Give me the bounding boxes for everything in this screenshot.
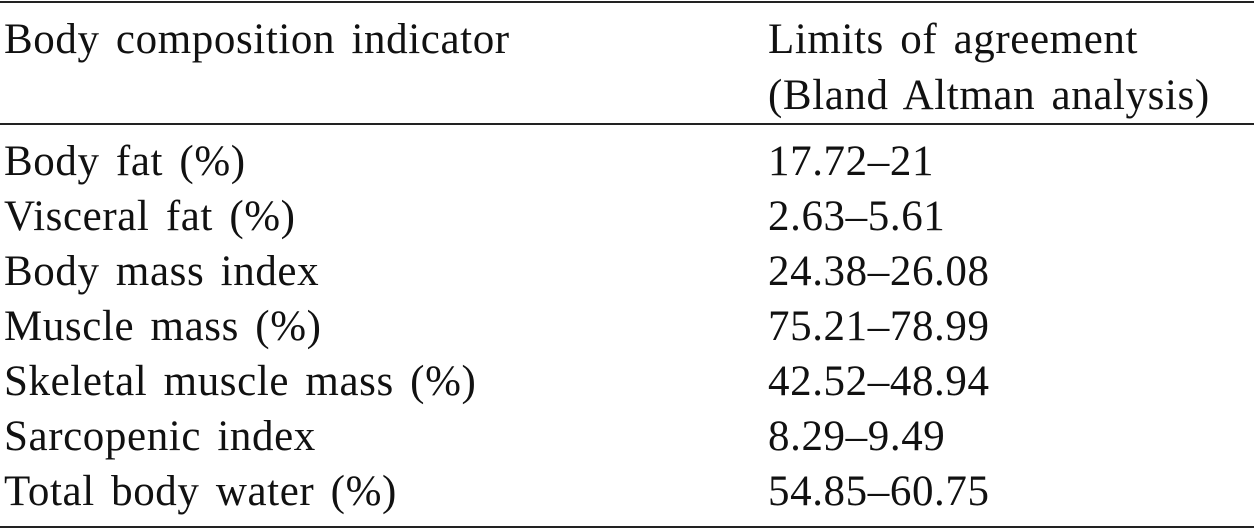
row-limits: 42.52–48.94 bbox=[768, 358, 990, 405]
table-row: Total body water (%) 54.85–60.75 bbox=[0, 464, 1254, 520]
row-indicator: Skeletal muscle mass (%) bbox=[4, 358, 477, 405]
row-indicator: Sarcopenic index bbox=[4, 413, 316, 460]
row-limits: 17.72–21 bbox=[768, 138, 935, 185]
row-limits: 54.85–60.75 bbox=[768, 468, 990, 515]
row-indicator: Body mass index bbox=[4, 248, 320, 295]
row-limits: 2.63–5.61 bbox=[768, 193, 946, 240]
table-top-rule bbox=[0, 1, 1254, 3]
table-row: Muscle mass (%) 75.21–78.99 bbox=[0, 299, 1254, 355]
row-limits: 8.29–9.49 bbox=[768, 413, 946, 460]
table-header-rule bbox=[0, 123, 1254, 125]
header-indicator: Body composition indicator bbox=[4, 16, 510, 63]
table-bottom-rule bbox=[0, 526, 1254, 528]
row-indicator: Visceral fat (%) bbox=[4, 193, 296, 240]
table-row: Visceral fat (%) 2.63–5.61 bbox=[0, 189, 1254, 245]
header-limits-line-1: Limits of agreement bbox=[768, 16, 1139, 63]
table-row: Skeletal muscle mass (%) 42.52–48.94 bbox=[0, 354, 1254, 410]
table-row: Sarcopenic index 8.29–9.49 bbox=[0, 409, 1254, 465]
row-indicator: Total body water (%) bbox=[4, 468, 397, 515]
row-indicator: Body fat (%) bbox=[4, 138, 246, 185]
table-row: Body mass index 24.38–26.08 bbox=[0, 244, 1254, 300]
row-indicator: Muscle mass (%) bbox=[4, 303, 322, 350]
table-row: Body fat (%) 17.72–21 bbox=[0, 134, 1254, 190]
row-limits: 24.38–26.08 bbox=[768, 248, 990, 295]
header-limits-line-2: (Bland Altman analysis) bbox=[768, 72, 1210, 119]
row-limits: 75.21–78.99 bbox=[768, 303, 990, 350]
